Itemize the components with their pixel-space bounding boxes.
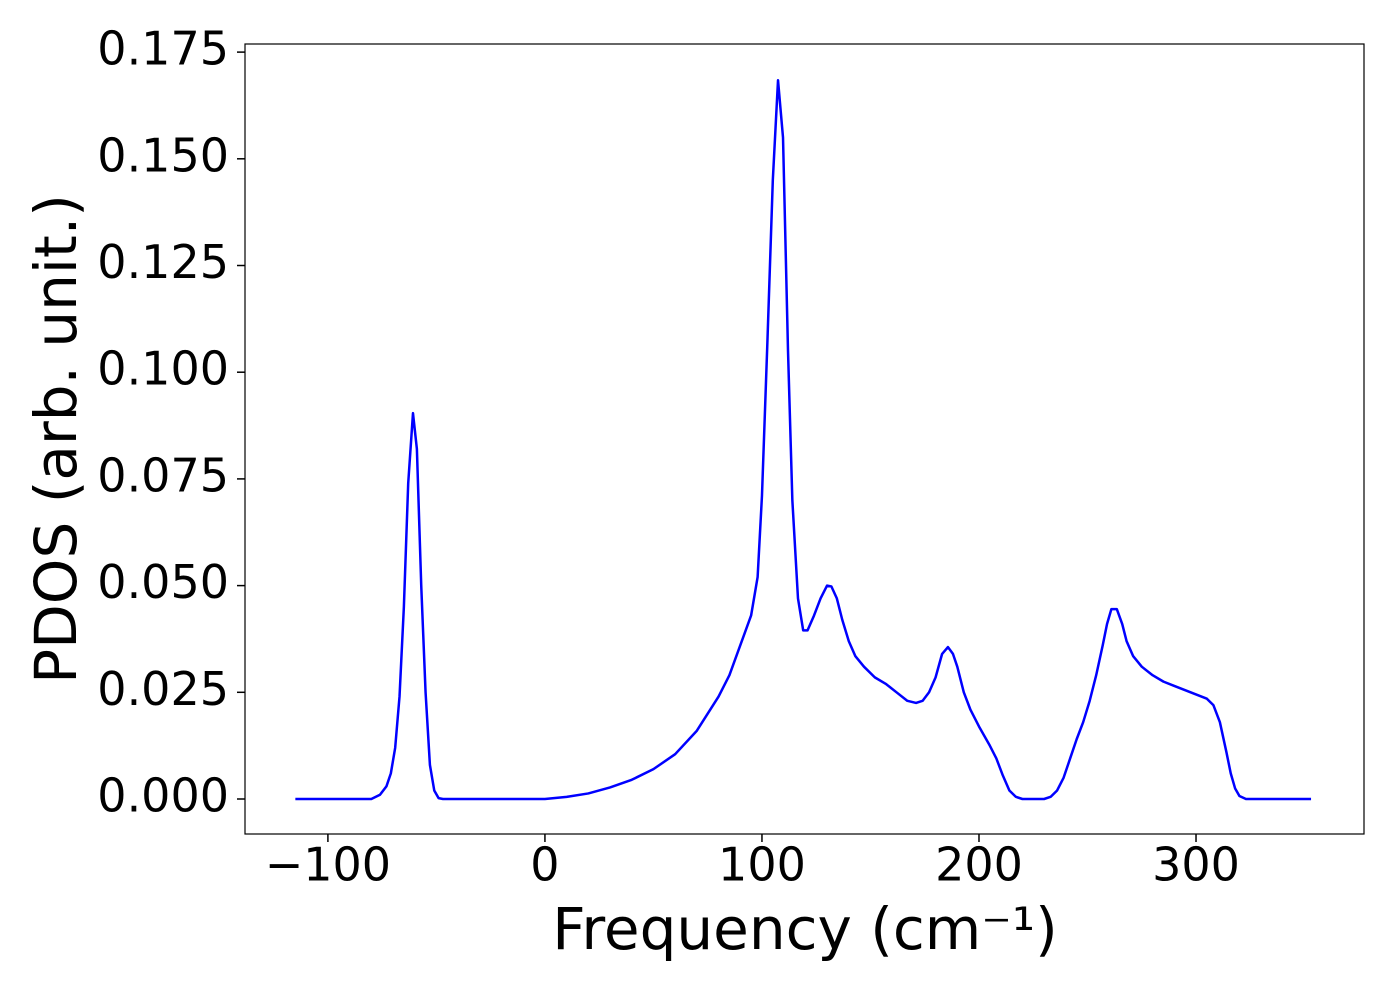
y-tick-label: 0.150 [97,128,229,182]
plot-frame [244,43,1365,835]
y-tick-label: 0.100 [97,342,229,396]
y-tick-label: 0.175 [97,22,229,76]
x-tick-label: 100 [718,838,806,892]
y-tick-label: 0.025 [97,662,229,716]
x-tick-label: −100 [265,838,391,892]
x-tick-label: 200 [935,838,1023,892]
y-tick-label: 0.050 [97,555,229,609]
data-line [295,79,1312,801]
x-tick-label: 300 [1152,838,1240,892]
x-tick-label: 0 [530,838,559,892]
y-tick-label: 0.075 [97,448,229,502]
y-tick-label: 0.000 [97,769,229,823]
x-axis-label: Frequency (cm⁻¹) [552,895,1058,963]
y-axis-label: PDOS (arb. unit.) [22,194,90,684]
y-tick-label: 0.125 [97,235,229,289]
